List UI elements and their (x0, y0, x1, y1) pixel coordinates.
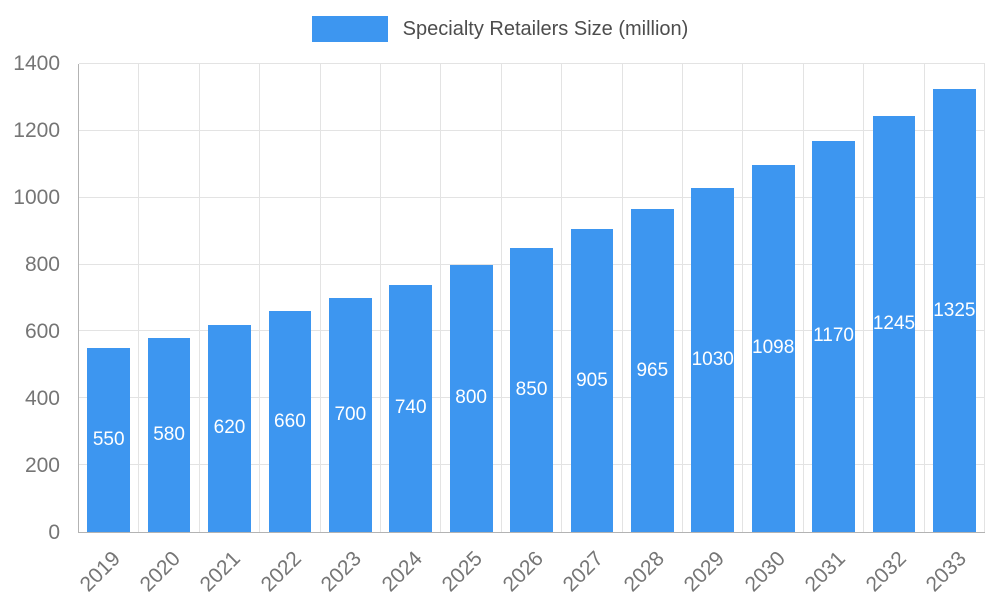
x-tick-label: 2033 (921, 547, 972, 597)
x-slot: 2031 (800, 537, 864, 597)
x-slot: 2023 (317, 537, 380, 597)
bar-slot: 740 (381, 64, 442, 532)
x-tick-label: 2027 (558, 547, 609, 597)
bar-2027[interactable]: 905 (570, 229, 614, 532)
y-tick-label: 800 (24, 253, 60, 277)
bar-value-label: 1170 (813, 325, 854, 347)
y-tick-label: 1400 (13, 52, 60, 75)
x-slot: 2030 (740, 537, 803, 597)
bar-slot: 660 (260, 64, 321, 532)
bar-2019[interactable]: 550 (87, 348, 131, 532)
bar-slot: 1030 (683, 64, 744, 532)
bar-value-label: 1325 (933, 299, 976, 321)
gridline-h (79, 196, 985, 198)
gridline-h (79, 129, 985, 131)
bar-2028[interactable]: 965 (630, 209, 674, 532)
x-slot: 2027 (558, 537, 622, 597)
bar-slot: 580 (139, 64, 200, 532)
x-slot: 2025 (438, 537, 501, 597)
x-slot: 2024 (377, 537, 440, 597)
bar-2026[interactable]: 850 (510, 247, 553, 532)
bar-slot: 550 (79, 64, 140, 532)
x-tick-label: 2031 (800, 547, 851, 597)
y-tick-label: 200 (24, 454, 60, 478)
x-tick-label: 2023 (317, 547, 367, 597)
bar-slot: 1170 (804, 64, 865, 532)
bar-value-label: 550 (92, 429, 125, 451)
x-slot: 2021 (196, 537, 259, 597)
bar-2024[interactable]: 740 (389, 284, 433, 532)
x-tick-label: 2021 (196, 547, 246, 597)
y-tick-label: 1000 (13, 186, 60, 209)
bar-value-label: 1030 (691, 348, 734, 370)
bar-value-label: 800 (455, 387, 487, 409)
x-tick-label: 2030 (740, 547, 790, 597)
legend-item[interactable]: Specialty Retailers Size (million) (311, 16, 689, 42)
gridline-h (79, 63, 985, 64)
bar-slot: 700 (321, 64, 382, 532)
bar-2021[interactable]: 620 (208, 324, 251, 532)
bar-2020[interactable]: 580 (147, 338, 191, 532)
y-tick-label: 600 (24, 320, 60, 343)
chart-legend: Specialty Retailers Size (million) (0, 16, 1000, 42)
x-slot: 2019 (75, 537, 138, 597)
x-tick-label: 2020 (135, 547, 185, 597)
x-slot: 2022 (256, 537, 319, 597)
bar-value-label: 965 (636, 359, 669, 381)
bar-value-label: 700 (334, 404, 367, 425)
bar-2031[interactable]: 1170 (812, 140, 855, 532)
bar-2032[interactable]: 1245 (872, 115, 916, 532)
x-tick-label: 2029 (679, 547, 730, 597)
bar-2022[interactable]: 660 (268, 311, 312, 532)
bar-value-label: 1098 (752, 337, 795, 359)
x-tick-label: 2026 (498, 547, 548, 597)
bar-slot: 965 (623, 64, 684, 532)
y-tick-label: 1200 (13, 119, 60, 142)
bar-value-label: 905 (576, 369, 608, 391)
bar-slot: 1325 (925, 64, 986, 532)
x-axis-labels: 2019 2020 2021 2022 2023 2024 2025 2026 2027 2028… (75, 537, 985, 597)
legend-label: Specialty Retailers Size (million) (402, 17, 689, 40)
bar-slot: 1245 (864, 64, 925, 532)
y-tick-label: 400 (24, 387, 60, 411)
bar-slot: 800 (441, 64, 502, 532)
x-tick-label: 2028 (619, 547, 669, 597)
x-tick-label: 2022 (256, 547, 306, 597)
bar-value-label: 580 (153, 424, 185, 446)
y-tick-label: 0 (48, 521, 60, 544)
bar-slot: 620 (200, 64, 261, 532)
x-tick-label: 2032 (861, 547, 911, 597)
x-slot: 2033 (921, 537, 985, 597)
x-slot: 2032 (861, 537, 924, 597)
x-tick-label: 2024 (377, 547, 427, 597)
plot-area: 550 580 620 660 700 740 800 850 905 965 1030 1098 11… (78, 63, 986, 533)
x-slot: 2028 (619, 537, 682, 597)
x-slot: 2026 (498, 537, 561, 597)
x-slot: 2020 (135, 537, 198, 597)
bar-value-label: 1245 (872, 312, 916, 334)
bar-value-label: 740 (394, 397, 427, 419)
bar-2033[interactable]: 1325 (933, 89, 976, 532)
bar-slot: 1098 (743, 64, 804, 532)
bars: 550 580 620 660 700 740 800 850 905 965 1030 1098 11… (79, 64, 986, 532)
bar-2030[interactable]: 1098 (751, 164, 795, 532)
bar-2029[interactable]: 1030 (691, 187, 735, 532)
bar-slot: 905 (562, 64, 623, 532)
bar-value-label: 850 (515, 378, 548, 400)
bar-slot: 850 (502, 64, 563, 532)
bar-2025[interactable]: 800 (449, 264, 493, 532)
x-tick-label: 2025 (438, 547, 488, 597)
y-axis-labels: 0 200 400 600 800 1000 1200 1400 (0, 52, 70, 544)
bar-value-label: 660 (274, 410, 306, 432)
x-slot: 2029 (679, 537, 743, 597)
bar-value-label: 620 (213, 417, 246, 439)
legend-swatch (311, 16, 388, 42)
x-tick-label: 2019 (75, 547, 125, 597)
bar-2023[interactable]: 700 (328, 298, 372, 532)
